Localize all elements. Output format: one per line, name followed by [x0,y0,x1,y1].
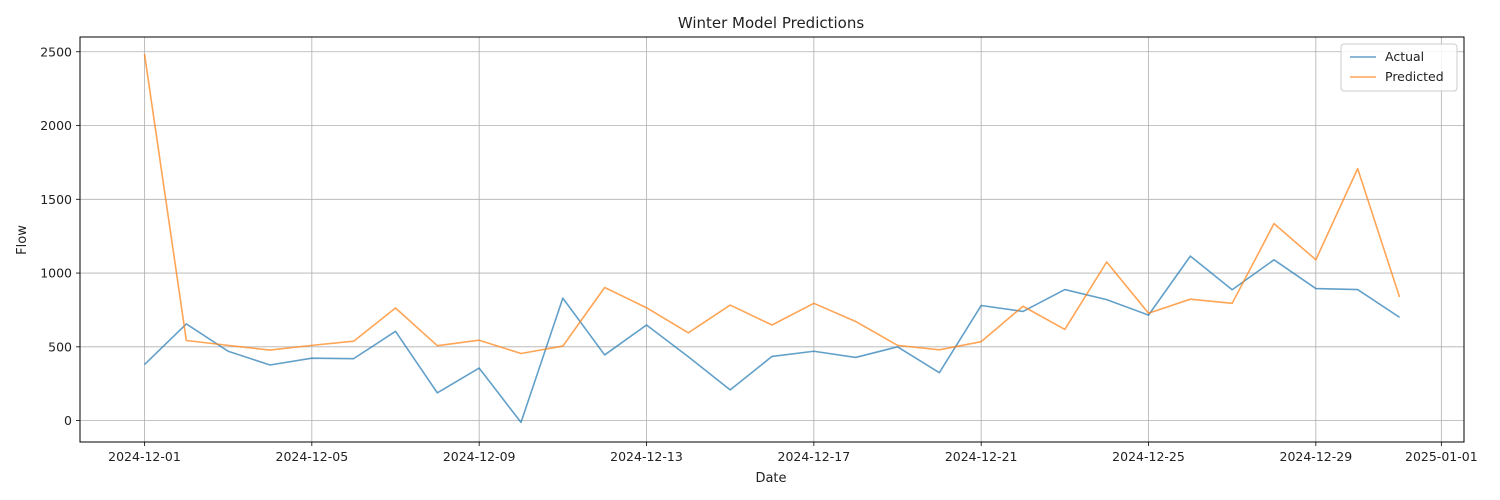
series-line-predicted [143,53,1401,355]
plot-area-frame [79,36,1465,443]
grid [80,37,1464,442]
x-tick-label: 2024-12-01 [108,449,181,464]
x-tick-label: 2024-12-29 [1280,449,1353,464]
x-tick-label: 2024-12-05 [276,449,349,464]
y-axis-label: Flow [15,225,30,255]
x-axis: 2024-12-01 2024-12-05 2024-12-09 2024-12-13… [108,442,1478,464]
x-tick-label: 2024-12-21 [945,449,1018,464]
chart-title: Winter Model Predictions [678,14,865,32]
y-tick-label: 2500 [40,44,72,59]
legend-box [1340,43,1458,92]
legend: Actual Predicted [1340,43,1458,92]
x-tick-label: 2024-12-25 [1112,449,1185,464]
x-tick-label: 2024-12-09 [443,449,516,464]
x-tick-label: 2024-12-17 [778,449,851,464]
x-tick-label: 2025-01-01 [1405,449,1478,464]
x-axis-label: Date [755,471,786,486]
y-tick-label: 1500 [40,192,72,207]
y-tick-label: 2000 [40,118,72,133]
series-line-actual [143,255,1400,424]
y-tick-label: 0 [64,413,72,428]
y-axis: 0 500 1000 1500 2000 2500 [40,44,80,428]
series-lines [143,53,1401,424]
y-tick-label: 500 [48,339,72,354]
legend-label-predicted: Predicted [1385,69,1444,84]
x-tick-label: 2024-12-13 [610,449,683,464]
y-tick-label: 1000 [40,266,72,281]
legend-label-actual: Actual [1385,49,1424,64]
